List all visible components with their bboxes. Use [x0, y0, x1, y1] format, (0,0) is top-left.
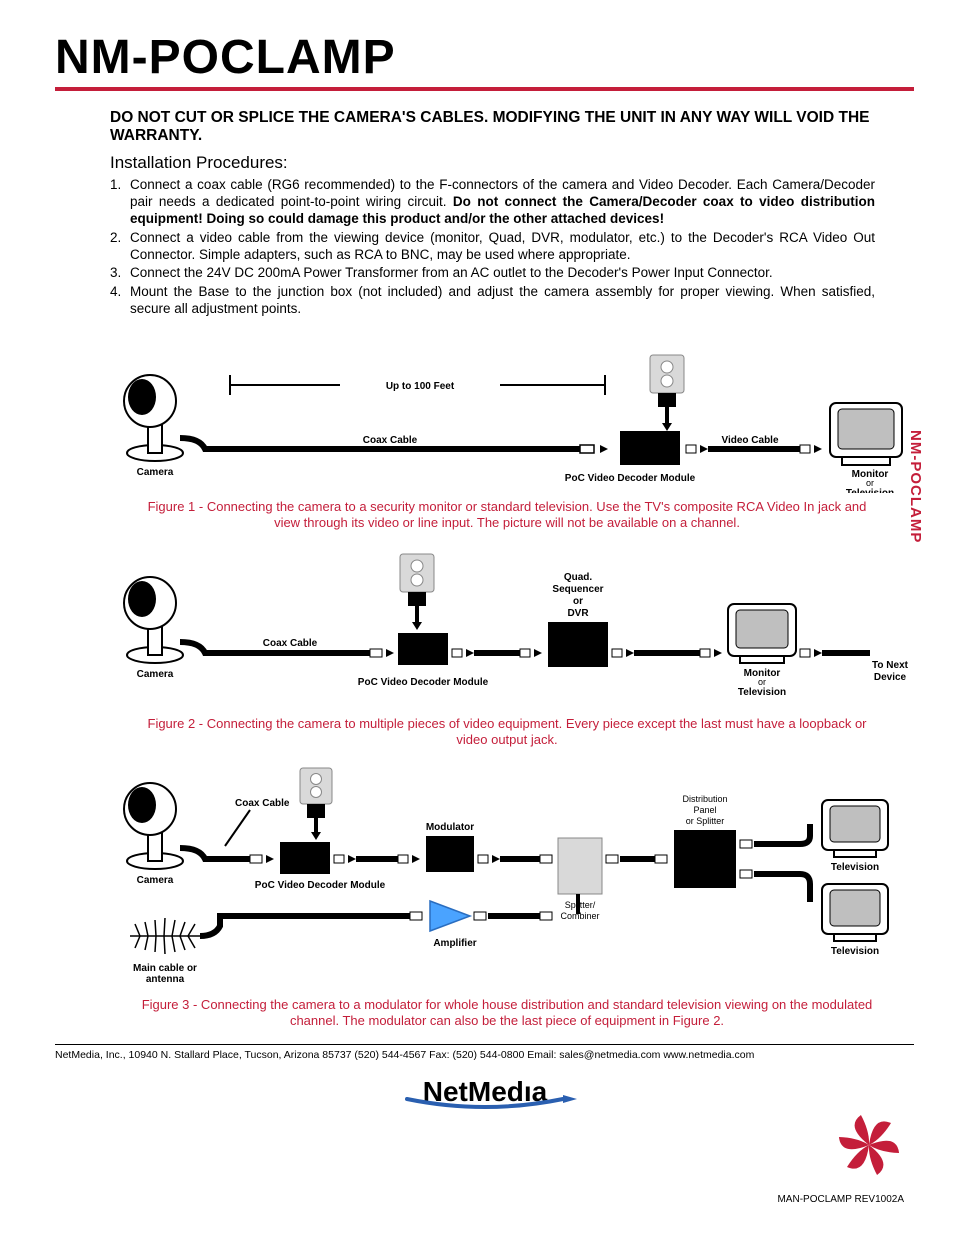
- label-antenna: Main cable or: [133, 963, 197, 974]
- label-next2: Device: [874, 672, 907, 683]
- procedure-step: Connect a video cable from the viewing d…: [110, 230, 875, 264]
- tv-icon: [822, 884, 888, 941]
- pinwheel-icon: [834, 1110, 904, 1180]
- label-decoder: PoC Video Decoder Module: [565, 473, 696, 484]
- outlet-icon: [650, 355, 684, 393]
- label-coax: Coax Cable: [263, 638, 318, 649]
- figure-3: Camera Coax Cable PoC Video Decoder Modu…: [100, 766, 914, 1030]
- tv-icon: [830, 403, 902, 465]
- outlet-icon: [300, 768, 332, 804]
- label-tv2: Television: [831, 946, 879, 957]
- label-splitter: Splitter/: [565, 900, 596, 910]
- label-monitor-tv: Television: [738, 687, 786, 698]
- figure-2-caption: Figure 2 - Connecting the camera to mult…: [140, 716, 874, 749]
- figure-2-diagram: Camera Coax Cable PoC Video Decoder Modu…: [100, 550, 915, 710]
- label-antenna2: antenna: [146, 974, 185, 985]
- dvr-icon: [548, 622, 608, 667]
- label-videocable: Video Cable: [721, 435, 778, 446]
- side-tab: NM-POCLAMP: [907, 430, 924, 543]
- label-monitor-or: or: [758, 677, 766, 687]
- svg-text:NetMedıa: NetMedıa: [422, 1076, 547, 1107]
- splitter-icon: [558, 838, 602, 894]
- figure-3-caption: Figure 3 - Connecting the camera to a mo…: [140, 997, 874, 1030]
- label-quad3: or: [573, 596, 583, 607]
- label-dist3: or Splitter: [686, 816, 725, 826]
- label-camera: Camera: [137, 467, 174, 478]
- modulator-icon: [426, 836, 474, 872]
- page-title: NM-POCLAMP: [55, 30, 914, 85]
- label-tv: Television: [831, 862, 879, 873]
- decoder-icon: [280, 842, 330, 874]
- antenna-icon: [130, 918, 200, 954]
- camera-icon: [124, 375, 183, 461]
- label-dist: Distribution: [682, 794, 727, 804]
- camera-icon: [124, 577, 183, 663]
- procedure-step: Mount the Base to the junction box (not …: [110, 284, 875, 318]
- figure-1: Camera Up to 100 Feet Coax Cable PoC Vid…: [100, 353, 914, 532]
- label-monitor-or: or: [866, 478, 874, 488]
- figure-2: Camera Coax Cable PoC Video Decoder Modu…: [100, 550, 914, 749]
- netmedia-logo: NetMedıa: [385, 1071, 585, 1115]
- label-quad4: DVR: [567, 608, 589, 619]
- label-monitor-tv: Television: [846, 488, 894, 493]
- label-coax: Coax Cable: [363, 435, 418, 446]
- figure-1-diagram: Camera Up to 100 Feet Coax Cable PoC Vid…: [100, 353, 915, 493]
- label-decoder: PoC Video Decoder Module: [255, 880, 386, 891]
- camera-icon: [124, 783, 183, 869]
- label-quad2: Sequencer: [552, 584, 603, 595]
- procedure-step: Connect the 24V DC 200mA Power Transform…: [110, 265, 875, 282]
- distribution-panel-icon: [674, 830, 736, 888]
- label-upto: Up to 100 Feet: [386, 381, 455, 392]
- revision-code: MAN-POCLAMP REV1002A: [777, 1194, 904, 1205]
- label-camera: Camera: [137, 875, 174, 886]
- label-dist2: Panel: [693, 805, 716, 815]
- section-heading: Installation Procedures:: [110, 153, 875, 173]
- footer-text: NetMedia, Inc., 10940 N. Stallard Place,…: [55, 1049, 914, 1061]
- procedure-list: Connect a coax cable (RG6 recommended) t…: [110, 177, 875, 318]
- label-camera: Camera: [137, 669, 174, 680]
- amplifier-icon: [430, 901, 470, 931]
- label-coax: Coax Cable: [235, 798, 290, 809]
- label-next: To Next: [872, 660, 909, 671]
- procedure-step: Connect a coax cable (RG6 recommended) t…: [110, 177, 875, 228]
- warranty-warning: DO NOT CUT OR SPLICE THE CAMERA'S CABLES…: [110, 109, 875, 145]
- figure-3-diagram: Camera Coax Cable PoC Video Decoder Modu…: [100, 766, 915, 991]
- figure-1-caption: Figure 1 - Connecting the camera to a se…: [140, 499, 874, 532]
- title-underline: [55, 87, 914, 91]
- label-amplifier: Amplifier: [433, 938, 476, 949]
- footer-rule: [55, 1044, 914, 1045]
- label-decoder: PoC Video Decoder Module: [358, 677, 489, 688]
- tv-icon: [822, 800, 888, 857]
- tv-icon: [728, 604, 796, 663]
- label-modulator: Modulator: [426, 822, 474, 833]
- label-quad: Quad.: [564, 572, 593, 583]
- label-splitter2: Combiner: [560, 911, 599, 921]
- outlet-icon: [400, 554, 434, 592]
- decoder-icon: [398, 633, 448, 665]
- content-block: DO NOT CUT OR SPLICE THE CAMERA'S CABLES…: [55, 109, 885, 318]
- decoder-icon: [620, 431, 680, 465]
